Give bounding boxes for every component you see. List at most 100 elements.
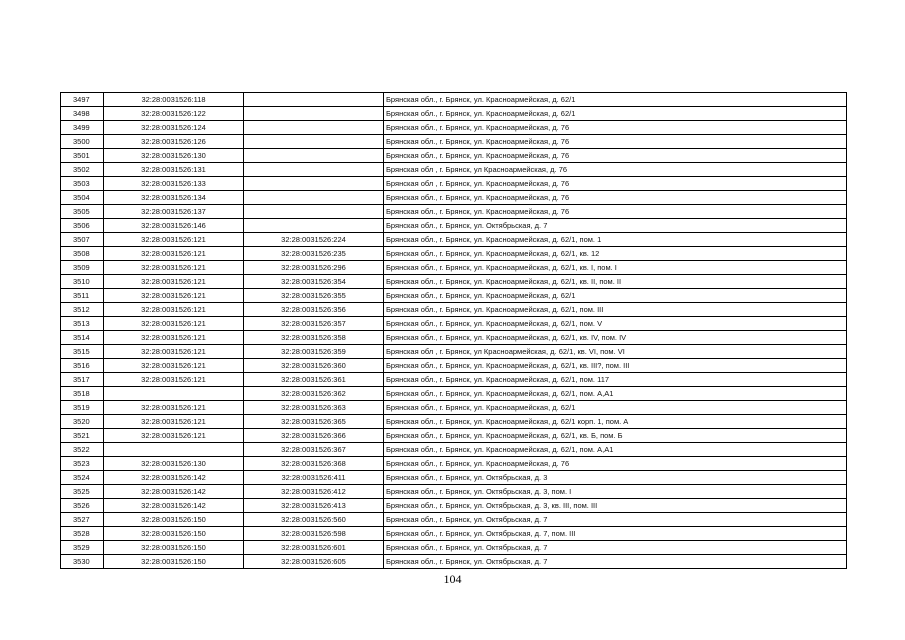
address-cell: Брянская обл., г. Брянск, ул. Красноарме… [383, 204, 847, 219]
cadastral-number-cell: 32:28:0031526:411 [243, 470, 384, 485]
table-row: 3503 32:28:0031526:133 Брянская обл , г. Б… [60, 176, 847, 191]
table-row: 3504 32:28:0031526:134 Брянская обл., г. Б… [60, 190, 847, 205]
row-number-cell: 3526 [60, 498, 104, 513]
row-number-cell: 3525 [60, 484, 104, 499]
cadastral-number-cell: 32:28:0031526:362 [243, 386, 384, 401]
row-number-cell: 3506 [60, 218, 104, 233]
table-row: 3527 32:28:0031526:150 32:28:0031526:560 Бр… [60, 512, 847, 527]
cadastral-number-cell [243, 106, 384, 121]
parent-cadastral-number-cell: 32:28:0031526:121 [103, 302, 244, 317]
cadastral-number-cell [243, 190, 384, 205]
parent-cadastral-number-cell: 32:28:0031526:142 [103, 498, 244, 513]
table-row: 3508 32:28:0031526:121 32:28:0031526:235 Бр… [60, 246, 847, 261]
table-row: 3501 32:28:0031526:130 Брянская обл., г. Б… [60, 148, 847, 163]
row-number-cell: 3517 [60, 372, 104, 387]
row-number-cell: 3515 [60, 344, 104, 359]
cadastral-number-cell [243, 162, 384, 177]
table-row: 3513 32:28:0031526:121 32:28:0031526:357 Бр… [60, 316, 847, 331]
row-number-cell: 3505 [60, 204, 104, 219]
address-cell: Брянская обл., г. Брянск, ул. Октябрьска… [383, 526, 847, 541]
table-row: 3505 32:28:0031526:137 Брянская обл., г. Б… [60, 204, 847, 219]
address-cell: Брянская обл., г. Брянск, ул. Красноарме… [383, 274, 847, 289]
cadastral-number-cell: 32:28:0031526:412 [243, 484, 384, 499]
cadastral-number-cell [243, 134, 384, 149]
parent-cadastral-number-cell: 32:28:0031526:118 [103, 92, 244, 107]
table-row: 3520 32:28:0031526:121 32:28:0031526:365 Бр… [60, 414, 847, 429]
address-cell: Брянская обл., г. Брянск, ул. Красноарме… [383, 288, 847, 303]
parent-cadastral-number-cell: 32:28:0031526:121 [103, 246, 244, 261]
cadastral-number-cell: 32:28:0031526:368 [243, 456, 384, 471]
table-row: 3529 32:28:0031526:150 32:28:0031526:601 Бр… [60, 540, 847, 555]
parent-cadastral-number-cell: 32:28:0031526:121 [103, 414, 244, 429]
row-number-cell: 3521 [60, 428, 104, 443]
parent-cadastral-number-cell: 32:28:0031526:121 [103, 372, 244, 387]
row-number-cell: 3516 [60, 358, 104, 373]
table-row: 3509 32:28:0031526:121 32:28:0031526:296 Бр… [60, 260, 847, 275]
address-cell: Брянская обл., г. Брянск, ул. Октябрьска… [383, 498, 847, 513]
row-number-cell: 3499 [60, 120, 104, 135]
parent-cadastral-number-cell: 32:28:0031526:122 [103, 106, 244, 121]
row-number-cell: 3522 [60, 442, 104, 457]
cadastral-number-cell: 32:28:0031526:354 [243, 274, 384, 289]
parent-cadastral-number-cell [103, 386, 244, 401]
address-cell: Брянская обл., г. Брянск, ул. Красноарме… [383, 302, 847, 317]
table-row: 3512 32:28:0031526:121 32:28:0031526:356 Бр… [60, 302, 847, 317]
parent-cadastral-number-cell: 32:28:0031526:142 [103, 470, 244, 485]
row-number-cell: 3519 [60, 400, 104, 415]
row-number-cell: 3508 [60, 246, 104, 261]
table-row: 3514 32:28:0031526:121 32:28:0031526:358 Бр… [60, 330, 847, 345]
parent-cadastral-number-cell: 32:28:0031526:150 [103, 554, 244, 569]
cadastral-number-cell [243, 218, 384, 233]
table-row: 3515 32:28:0031526:121 32:28:0031526:359 Бр… [60, 344, 847, 359]
row-number-cell: 3503 [60, 176, 104, 191]
address-cell: Брянская обл., г. Брянск, ул. Красноарме… [383, 386, 847, 401]
table-row: 3519 32:28:0031526:121 32:28:0031526:363 Бр… [60, 400, 847, 415]
cadastral-number-cell: 32:28:0031526:358 [243, 330, 384, 345]
cadastral-number-cell: 32:28:0031526:361 [243, 372, 384, 387]
table-row: 3528 32:28:0031526:150 32:28:0031526:598 Бр… [60, 526, 847, 541]
page-number: 104 [443, 572, 462, 586]
table-row: 3518 32:28:0031526:362 Брянская обл., г. Б… [60, 386, 847, 401]
address-cell: Брянская обл., г. Брянск, ул. Красноарме… [383, 428, 847, 443]
cadastral-number-cell: 32:28:0031526:605 [243, 554, 384, 569]
address-cell: Брянская обл., г. Брянск, ул. Красноарме… [383, 372, 847, 387]
table-row: 3498 32:28:0031526:122 Брянская обл., г. Б… [60, 106, 847, 121]
parent-cadastral-number-cell: 32:28:0031526:150 [103, 540, 244, 555]
row-number-cell: 3500 [60, 134, 104, 149]
row-number-cell: 3512 [60, 302, 104, 317]
parent-cadastral-number-cell: 32:28:0031526:121 [103, 260, 244, 275]
row-number-cell: 3504 [60, 190, 104, 205]
row-number-cell: 3530 [60, 554, 104, 569]
cadastral-number-cell: 32:28:0031526:235 [243, 246, 384, 261]
cadastral-number-cell [243, 148, 384, 163]
address-cell: Брянская обл., г. Брянск, ул. Октябрьска… [383, 484, 847, 499]
parent-cadastral-number-cell: 32:28:0031526:121 [103, 288, 244, 303]
row-number-cell: 3514 [60, 330, 104, 345]
parent-cadastral-number-cell: 32:28:0031526:121 [103, 358, 244, 373]
cadastral-number-cell [243, 204, 384, 219]
cadastral-number-cell [243, 92, 384, 107]
row-number-cell: 3497 [60, 92, 104, 107]
parent-cadastral-number-cell: 32:28:0031526:121 [103, 232, 244, 247]
row-number-cell: 3502 [60, 162, 104, 177]
cadastral-number-cell: 32:28:0031526:413 [243, 498, 384, 513]
table-row: 3507 32:28:0031526:121 32:28:0031526:224 Бр… [60, 232, 847, 247]
row-number-cell: 3529 [60, 540, 104, 555]
table-row: 3525 32:28:0031526:142 32:28:0031526:412 Бр… [60, 484, 847, 499]
table-row: 3506 32:28:0031526:146 Брянская обл., г. Б… [60, 218, 847, 233]
row-number-cell: 3501 [60, 148, 104, 163]
parent-cadastral-number-cell: 32:28:0031526:142 [103, 484, 244, 499]
address-cell: Брянская обл., г. Брянск, ул. Красноарме… [383, 400, 847, 415]
address-cell: Брянская обл , г. Брянск, ул. Красноарме… [383, 176, 847, 191]
parent-cadastral-number-cell: 32:28:0031526:133 [103, 176, 244, 191]
parent-cadastral-number-cell: 32:28:0031526:150 [103, 512, 244, 527]
cadastral-number-cell: 32:28:0031526:224 [243, 232, 384, 247]
table-row: 3510 32:28:0031526:121 32:28:0031526:354 Бр… [60, 274, 847, 289]
row-number-cell: 3527 [60, 512, 104, 527]
cadastral-number-cell: 32:28:0031526:356 [243, 302, 384, 317]
table-row: 3516 32:28:0031526:121 32:28:0031526:360 Бр… [60, 358, 847, 373]
address-cell: Брянская обл., г. Брянск, ул. Красноарме… [383, 414, 847, 429]
parent-cadastral-number-cell: 32:28:0031526:121 [103, 400, 244, 415]
cadastral-number-cell: 32:28:0031526:366 [243, 428, 384, 443]
parent-cadastral-number-cell: 32:28:0031526:134 [103, 190, 244, 205]
